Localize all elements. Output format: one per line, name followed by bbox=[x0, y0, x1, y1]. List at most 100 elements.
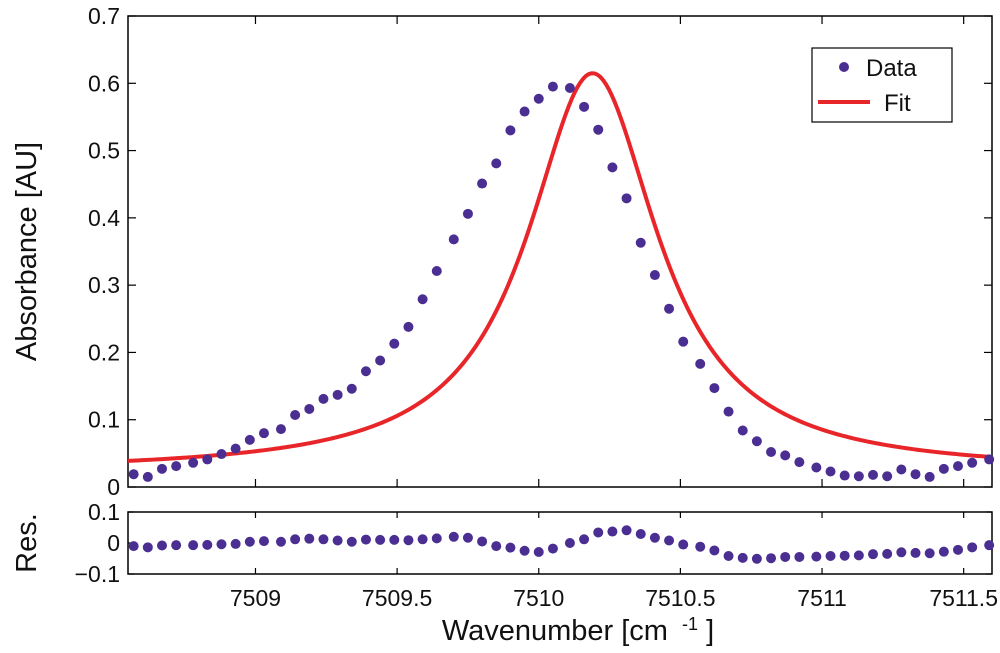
data-point bbox=[882, 471, 893, 482]
residual-point bbox=[275, 536, 286, 547]
data-point bbox=[230, 443, 241, 454]
residual-point bbox=[216, 539, 227, 550]
data-point bbox=[649, 270, 660, 281]
data-point bbox=[462, 208, 473, 219]
residual-point bbox=[448, 531, 459, 542]
data-point bbox=[171, 461, 182, 472]
data-point bbox=[839, 470, 850, 481]
residual-point bbox=[678, 539, 689, 550]
data-point bbox=[766, 447, 777, 458]
data-point bbox=[984, 454, 995, 465]
residual-point bbox=[346, 536, 357, 547]
residual-point bbox=[924, 548, 935, 559]
data-point bbox=[664, 303, 675, 314]
residual-point bbox=[505, 542, 516, 553]
absorbance-y-tick-label: 0.1 bbox=[88, 407, 120, 433]
residual-point bbox=[156, 540, 167, 551]
residual-point bbox=[564, 538, 575, 548]
residual-point bbox=[868, 549, 879, 560]
data-point bbox=[593, 124, 604, 135]
data-point bbox=[853, 471, 864, 482]
data-point bbox=[519, 106, 530, 117]
absorbance-y-tick-label: 0.5 bbox=[88, 138, 120, 164]
residuals-plot: −0.100.1 7509 7509.5 7510 7510.5 7511 7511.5 … bbox=[11, 499, 998, 611]
residuals-x-ticks: 7509 7509.5 7510 7510.5 7511 7511.5 bbox=[230, 512, 998, 611]
residual-point bbox=[304, 533, 315, 544]
residual-point bbox=[882, 548, 893, 559]
data-point bbox=[448, 234, 459, 245]
residual-point bbox=[649, 532, 660, 543]
residuals-x-tick-label: 7510.5 bbox=[645, 585, 715, 611]
data-point bbox=[216, 449, 227, 460]
residual-point bbox=[417, 534, 428, 545]
absorbance-y-tick-label: 0.7 bbox=[88, 3, 120, 29]
residual-point bbox=[128, 541, 139, 552]
absorbance-y-tick-label: 0.3 bbox=[88, 272, 120, 298]
residual-point bbox=[938, 546, 949, 557]
residual-point bbox=[519, 545, 530, 556]
residuals-y-ticks: −0.1 0 0.1 bbox=[75, 499, 992, 587]
data-point bbox=[924, 471, 935, 482]
x-axis-label-close: ] bbox=[706, 615, 714, 647]
residual-point bbox=[332, 535, 343, 546]
residual-points bbox=[128, 525, 995, 564]
data-point bbox=[910, 469, 921, 480]
residual-point bbox=[188, 540, 199, 551]
data-point bbox=[723, 406, 734, 417]
residual-point bbox=[709, 545, 720, 556]
legend-box bbox=[811, 47, 953, 123]
residual-point bbox=[723, 551, 734, 562]
data-point bbox=[564, 82, 575, 93]
legend-data-label: Data bbox=[866, 55, 917, 82]
residual-point bbox=[811, 551, 822, 562]
residuals-y-tick-label: 0.1 bbox=[88, 499, 120, 525]
data-point bbox=[780, 450, 791, 461]
data-point bbox=[794, 457, 805, 468]
data-point bbox=[360, 366, 371, 377]
residuals-x-tick-label: 7510 bbox=[513, 585, 564, 611]
residual-point bbox=[695, 541, 706, 552]
residual-point bbox=[375, 534, 386, 545]
legend-data-marker bbox=[839, 62, 849, 72]
data-point bbox=[188, 457, 199, 468]
data-point bbox=[290, 410, 301, 421]
data-point bbox=[491, 158, 502, 169]
residuals-x-tick-label: 7509 bbox=[230, 585, 281, 611]
absorbance-y-tick-label: 0.2 bbox=[88, 339, 120, 365]
residual-point bbox=[839, 550, 850, 561]
residual-point bbox=[431, 533, 442, 544]
x-axis-label-main: Wavenumber [cm bbox=[442, 615, 668, 647]
residual-point bbox=[737, 552, 748, 563]
absorbance-plot: 0 0.1 0.2 0.3 0.4 0.5 0.6 0.7 Absorbance [AU] D… bbox=[11, 3, 995, 500]
absorbance-y-tick-label: 0 bbox=[107, 474, 120, 500]
data-point bbox=[635, 237, 646, 248]
data-point bbox=[477, 178, 488, 189]
residual-point bbox=[635, 529, 646, 540]
data-point bbox=[156, 463, 167, 474]
data-point bbox=[318, 393, 329, 404]
residual-point bbox=[766, 553, 777, 564]
residual-point bbox=[403, 535, 414, 546]
residual-point bbox=[794, 551, 805, 562]
fit-line bbox=[127, 71, 993, 463]
data-point bbox=[825, 466, 836, 477]
data-point bbox=[607, 162, 618, 173]
data-point bbox=[621, 193, 632, 204]
residual-point bbox=[171, 540, 182, 551]
x-axis-label-superscript: -1 bbox=[682, 614, 698, 634]
data-point bbox=[244, 434, 255, 445]
data-point bbox=[533, 93, 544, 104]
residual-point bbox=[751, 553, 762, 564]
residual-point bbox=[491, 541, 502, 552]
data-point bbox=[258, 428, 269, 439]
residual-point bbox=[533, 546, 544, 557]
data-point bbox=[346, 383, 357, 394]
data-points bbox=[128, 81, 995, 482]
residual-point bbox=[389, 534, 400, 545]
data-point bbox=[389, 338, 400, 349]
data-point bbox=[128, 469, 139, 480]
residual-point bbox=[984, 540, 995, 551]
residual-point bbox=[290, 534, 301, 545]
residual-point bbox=[142, 542, 153, 553]
